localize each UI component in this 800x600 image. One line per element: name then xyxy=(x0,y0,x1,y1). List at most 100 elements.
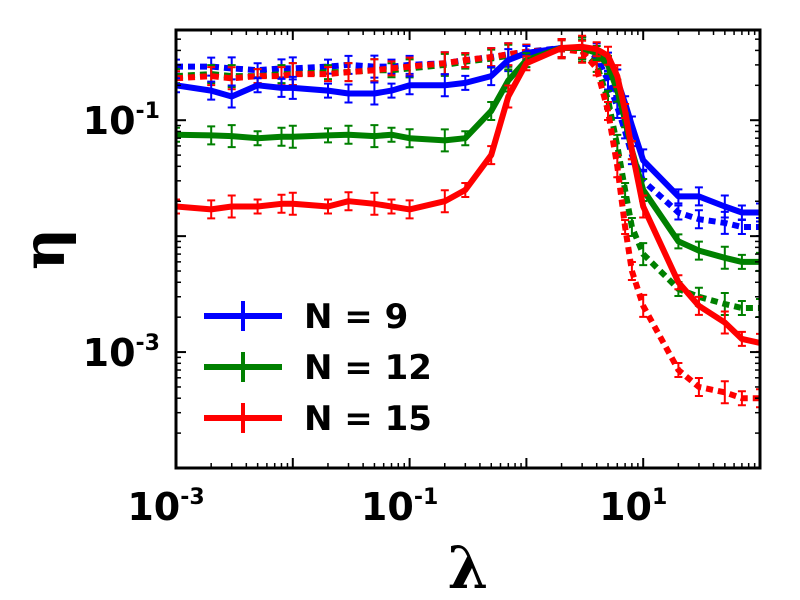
error-bar-n-15-dotted xyxy=(344,62,353,83)
error-bar-n-15 xyxy=(592,41,601,58)
x-tick-label: 10-1 xyxy=(361,485,438,529)
error-bar-n-12 xyxy=(288,124,297,149)
error-bar-n-12 xyxy=(461,130,470,147)
error-bar-n-9 xyxy=(227,84,236,109)
x-tick-label: 10-3 xyxy=(127,485,204,529)
plot-frame xyxy=(174,28,762,470)
error-bar-n-15 xyxy=(504,84,513,109)
error-bar-n-9 xyxy=(253,77,262,94)
error-bar-n-15 xyxy=(522,55,531,72)
legend-label: N = 9 xyxy=(304,297,408,337)
error-bar-n-15-dotted xyxy=(639,293,648,318)
error-bar-n-12 xyxy=(694,240,703,261)
error-bar-n-15-dotted xyxy=(621,219,630,235)
error-bar-n-15 xyxy=(674,274,683,291)
error-bar-n-15 xyxy=(344,191,353,212)
error-bar-n-15 xyxy=(387,198,396,215)
error-bar-n-15 xyxy=(461,182,470,198)
error-bar-n-12 xyxy=(324,127,332,144)
error-bar-n-12 xyxy=(207,125,216,146)
y-tick-label: 10-1 xyxy=(83,99,160,143)
error-bar-n-15-dotted xyxy=(720,380,729,405)
error-bar-n-15 xyxy=(227,194,236,219)
error-bar-n-15 xyxy=(207,199,216,220)
series-line-n-9-dotted xyxy=(176,45,760,230)
ticks-group xyxy=(175,30,761,469)
error-bar-n-9 xyxy=(694,186,703,207)
error-bar-n-12-dotted xyxy=(639,242,648,267)
error-bar-n-15-dotted xyxy=(694,377,703,397)
error-bar-n-9 xyxy=(487,66,496,87)
error-bar-n-9 xyxy=(176,77,180,94)
error-bar-n-9 xyxy=(207,80,216,101)
error-bar-n-9 xyxy=(674,188,683,205)
error-bar-n-9 xyxy=(277,77,286,98)
error-bar-n-15-dotted xyxy=(737,390,746,407)
error-bar-n-15-dotted xyxy=(613,154,622,179)
error-bar-n-12 xyxy=(487,101,496,121)
error-bar-n-15 xyxy=(627,140,636,161)
error-bar-n-15-dotted xyxy=(387,60,396,77)
error-bar-n-12 xyxy=(253,130,262,147)
error-bar-n-15 xyxy=(176,198,180,215)
error-bar-n-15 xyxy=(405,199,414,220)
error-bar-n-15 xyxy=(720,310,729,335)
error-bar-n-9-dotted xyxy=(694,209,703,230)
error-bar-n-15-dotted xyxy=(756,388,760,409)
error-bar-n-15 xyxy=(288,191,297,216)
error-bar-n-15 xyxy=(604,45,612,66)
error-bar-n-15 xyxy=(639,194,648,219)
error-bar-n-15 xyxy=(370,191,379,216)
error-bar-n-15-dotted xyxy=(370,58,379,83)
legend-label: N = 12 xyxy=(304,348,432,388)
error-bar-n-12 xyxy=(440,128,449,153)
error-bar-n-15 xyxy=(253,198,262,215)
error-bar-n-15-dotted xyxy=(324,66,332,83)
error-bar-n-15 xyxy=(613,64,622,89)
error-bar-n-15-dotted xyxy=(592,60,601,77)
error-bar-n-9 xyxy=(387,82,396,99)
error-bar-n-12-dotted xyxy=(621,182,630,198)
error-bar-n-9 xyxy=(324,82,332,99)
tick-labels-group: 10-3 10-1 101 10-3 10-1 xyxy=(83,99,668,529)
error-bar-n-15 xyxy=(557,38,566,58)
error-bar-n-12 xyxy=(344,124,353,145)
error-bar-n-15 xyxy=(578,34,587,59)
error-bar-n-15 xyxy=(440,189,449,214)
error-bar-n-15-dotted xyxy=(604,101,612,121)
error-bar-n-12 xyxy=(674,233,683,250)
y-tick-label: 10-3 xyxy=(83,331,160,375)
error-bar-n-15 xyxy=(694,295,703,316)
x-axis-label: λ xyxy=(448,534,489,600)
error-bar-n-15 xyxy=(324,198,332,215)
error-bar-n-12 xyxy=(737,253,746,270)
error-bar-n-15-dotted xyxy=(674,362,683,378)
error-bar-n-12 xyxy=(176,126,180,143)
error-bar-n-12 xyxy=(720,245,729,270)
error-bar-n-12-dotted xyxy=(737,300,746,316)
error-bar-n-12 xyxy=(227,124,236,149)
error-bar-n-12 xyxy=(387,126,396,143)
error-bar-n-9 xyxy=(370,81,379,106)
error-bar-n-15 xyxy=(621,103,630,119)
series-line-n-15-dotted xyxy=(176,46,760,402)
error-bar-n-15-dotted xyxy=(627,261,636,281)
error-bar-n-9 xyxy=(737,204,746,221)
error-bar-n-9-dotted xyxy=(674,204,683,221)
error-bar-n-15 xyxy=(277,193,286,214)
y-axis-label: η xyxy=(10,228,78,270)
error-bar-n-9 xyxy=(461,74,470,91)
error-bar-n-9 xyxy=(344,83,353,104)
error-bar-n-12 xyxy=(405,128,414,149)
error-bar-n-9 xyxy=(756,202,760,223)
error-bar-n-9 xyxy=(720,194,729,219)
error-bar-n-12 xyxy=(277,126,286,147)
error-bar-n-15 xyxy=(487,145,496,166)
x-tick-label: 101 xyxy=(599,485,667,529)
error-bar-n-9 xyxy=(440,73,449,98)
error-bar-n-12 xyxy=(370,124,379,149)
series-group xyxy=(176,34,760,409)
error-bar-n-9 xyxy=(288,75,297,100)
error-bar-n-15 xyxy=(737,330,746,347)
